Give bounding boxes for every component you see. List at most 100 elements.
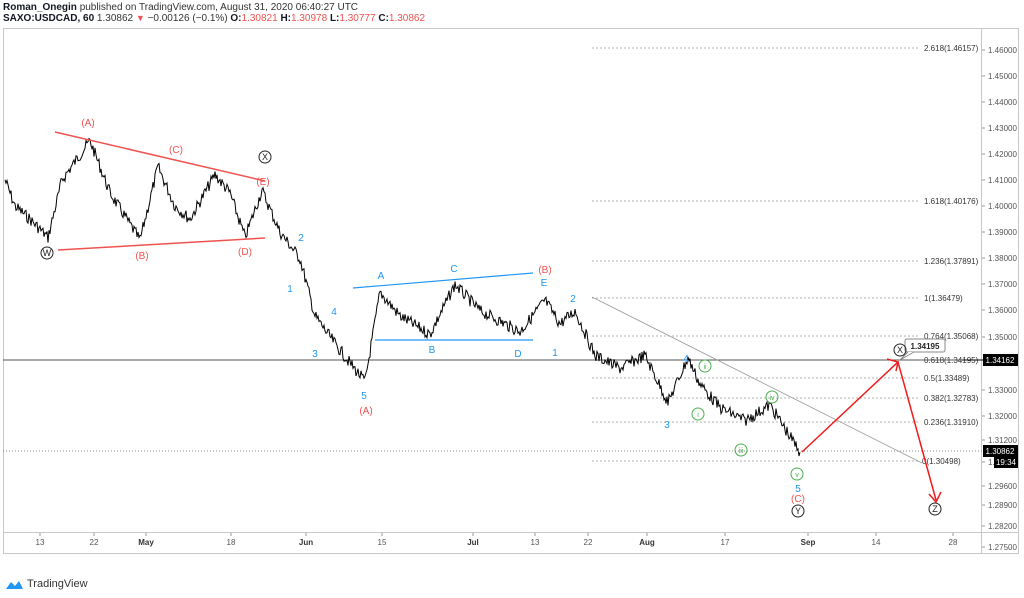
wave-label[interactable]: E (541, 278, 548, 289)
time-tick-label: Sep (801, 538, 816, 547)
time-axis[interactable]: 13 22 May 18 Jun 15 Jul 13 22 Aug 17 Sep 14 28 (36, 533, 958, 547)
wave-label-x[interactable]: X (262, 152, 268, 162)
open-label: O: (230, 13, 242, 24)
high-value: 1.30978 (291, 13, 328, 24)
wave-label[interactable]: 4 (683, 354, 689, 365)
price-axis[interactable]: 1.46000 1.45000 1.44000 1.43000 1.42000 1.410… (982, 46, 1017, 552)
wave-label[interactable]: B (429, 345, 436, 356)
wave-label[interactable]: 1 (287, 284, 293, 295)
time-tick-label: 22 (584, 538, 593, 547)
open-value: 1.30821 (241, 13, 278, 24)
wave-label-y[interactable]: Y (795, 506, 801, 516)
wave-label-x[interactable]: X (897, 345, 903, 355)
price-tick-label: 1.41000 (988, 176, 1017, 185)
price-line (4, 137, 801, 457)
fib-level-label: 0.764(1.35068) (924, 332, 979, 341)
projection-path[interactable] (801, 360, 937, 501)
time-tick-label: 13 (36, 538, 45, 547)
wave-labels-circled: W X X Y Z (40, 150, 942, 518)
time-tick-label: Aug (639, 538, 655, 547)
fib-level-label: 0.5(1.33489) (924, 374, 970, 383)
wave-label[interactable]: (D) (238, 247, 252, 258)
triangle-upper-line[interactable] (54, 131, 266, 182)
time-tick-label: Jun (299, 538, 313, 547)
fib-level-label: 2.618(1.46157) (924, 44, 979, 53)
wave-label[interactable]: i (697, 412, 699, 419)
price-tick-label: 1.35000 (988, 333, 1017, 342)
price-tick-label: 1.42000 (988, 150, 1017, 159)
time-tick-label: 17 (721, 538, 730, 547)
price-tick-label: 1.37000 (988, 280, 1017, 289)
wave-label[interactable]: (B) (538, 265, 551, 276)
wave-label[interactable]: 2 (298, 233, 304, 244)
wave-label[interactable]: 4 (331, 307, 337, 318)
price-tick-label: 1.27500 (988, 543, 1017, 552)
brand-text: TradingView (27, 578, 88, 590)
close-value: 1.30862 (388, 13, 426, 24)
last-price: 1.30862 (96, 13, 134, 24)
price-tick-label: 1.46000 (988, 46, 1017, 55)
price-tick-label: 1.44000 (988, 98, 1017, 107)
publish-info: Roman_Onegin published on TradingView.co… (3, 2, 358, 13)
symbol-legend: SAXO:USDCAD, 60 1.30862 ▼ −0.00126 (−0.1… (3, 13, 425, 24)
wave-labels-blue: 1 2 3 4 5 A B C D E 1 2 3 4 5 (287, 233, 801, 495)
wave-labels-green: i ii iii iv v (691, 359, 804, 481)
wave-label[interactable]: C (450, 264, 457, 275)
price-tick-label: 1.33000 (988, 386, 1017, 395)
wave-label[interactable]: ii (703, 364, 707, 371)
down-triangle-icon: ▼ (135, 13, 145, 23)
author-name[interactable]: Roman_Onegin (3, 2, 77, 13)
wave-label[interactable]: (B) (135, 251, 148, 262)
wave-label[interactable]: iii (739, 448, 744, 455)
wave-label[interactable]: 1 (552, 348, 558, 359)
wave-label[interactable]: (C) (791, 494, 805, 505)
price-tick-label: 1.36000 (988, 306, 1017, 315)
wave-label[interactable]: (A) (359, 406, 372, 417)
price-callout[interactable]: 1.34195 (899, 338, 946, 361)
price-tick-label: 1.29600 (988, 482, 1017, 491)
tradingview-footer[interactable]: TradingView (4, 578, 88, 590)
fib-level-label: 0.382(1.32783) (924, 394, 979, 403)
wave-label[interactable]: 3 (664, 420, 670, 431)
wave-label-w[interactable]: W (43, 248, 52, 258)
wave-label[interactable]: (C) (169, 145, 183, 156)
fib-level-label: 1(1.36479) (924, 294, 963, 303)
wave-label[interactable]: 3 (312, 349, 318, 360)
time-tick-label: 15 (378, 538, 387, 547)
wave-label[interactable]: 5 (795, 484, 801, 495)
wave-label-z[interactable]: Z (932, 504, 938, 514)
price-change: −0.00126 (−0.1%) (147, 13, 228, 24)
price-tick-label: 1.32000 (988, 412, 1017, 421)
high-label: H: (280, 13, 292, 24)
wave-label[interactable]: A (378, 271, 385, 282)
wave-labels-red: (A) (B) (C) (D) (E) (A) (B) (C) (81, 118, 805, 505)
wave-label[interactable]: 2 (570, 294, 576, 305)
wave-label[interactable]: 5 (361, 391, 367, 402)
triangle-lower-line[interactable] (57, 237, 266, 251)
low-value: 1.30777 (339, 13, 376, 24)
time-tick-label: 14 (872, 538, 881, 547)
fib-extension-levels[interactable]: 2.618(1.46157) 1.618(1.40176) 1.236(1.3789… (592, 44, 979, 466)
price-tick-label: 1.43000 (988, 124, 1017, 133)
low-label: L: (329, 13, 340, 24)
callout-text: 1.34195 (911, 342, 940, 351)
wave-label[interactable]: iv (769, 395, 775, 402)
last-price-text: 1.30862 (986, 447, 1015, 456)
arrow-head-icon (886, 358, 899, 372)
time-tick-label: 28 (949, 538, 958, 547)
blue-upper-line[interactable] (352, 272, 534, 289)
wave-label[interactable]: (E) (256, 177, 269, 188)
chart-frame (3, 28, 1019, 554)
price-tick-label: 1.39000 (988, 228, 1017, 237)
close-label: C: (378, 13, 389, 24)
wave-label[interactable]: D (514, 349, 521, 360)
time-tick-label: 22 (90, 538, 99, 547)
wave-label[interactable]: v (795, 472, 799, 479)
wave-label[interactable]: (A) (81, 118, 94, 129)
trendline-gray[interactable] (591, 296, 923, 464)
time-tick-label: 18 (227, 538, 236, 547)
fib-level-label: 0(1.30498) (922, 457, 961, 466)
last-price-tag: 1.30862 19:34 (983, 445, 1018, 468)
time-tick-label: 13 (531, 538, 540, 547)
